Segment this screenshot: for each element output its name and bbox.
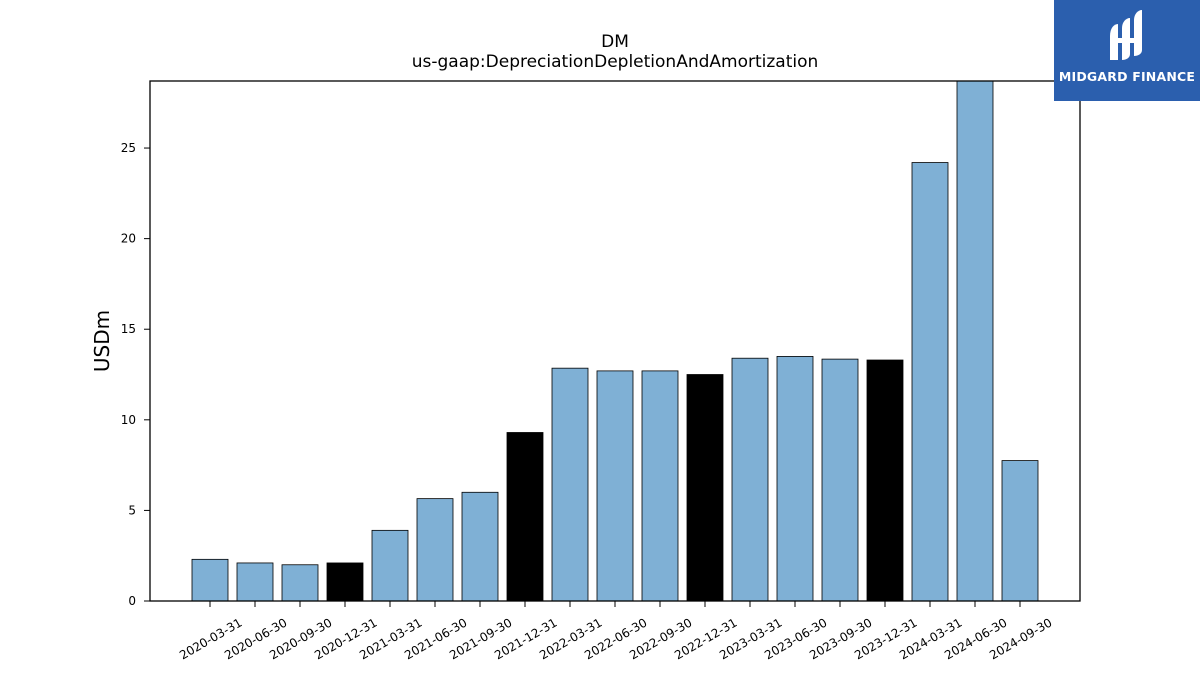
bar-2022-03-31 — [551, 367, 589, 602]
bar-2022-06-30 — [596, 370, 634, 602]
logo-text: MIDGARD FINANCE — [1058, 69, 1196, 84]
y-tick-label: 5 — [128, 503, 136, 517]
bar-2023-06-30 — [776, 356, 814, 602]
bar-2023-09-30 — [821, 358, 859, 602]
x-axis-ticks: 2020-03-312020-06-302020-09-302020-12-31… — [177, 601, 1055, 662]
bar-2020-09-30 — [281, 564, 319, 602]
bar-2023-03-31 — [731, 357, 769, 602]
y-tick-label: 20 — [121, 232, 136, 246]
bar-2023-12-31 — [866, 359, 904, 602]
chart-subtitle: us-gaap:DepreciationDepletionAndAmortiza… — [411, 52, 819, 72]
chart-title: DM — [601, 32, 629, 52]
bar-2020-03-31 — [191, 558, 229, 602]
y-tick-label: 0 — [128, 594, 136, 608]
logo-mark-icon — [1110, 10, 1142, 60]
bar-2021-06-30 — [416, 498, 454, 602]
y-axis-label: USDm — [90, 309, 114, 373]
bar-2022-12-31 — [686, 374, 724, 602]
bar-2024-09-30 — [1001, 460, 1039, 602]
bar-2024-06-30 — [956, 80, 994, 602]
bar-2021-03-31 — [371, 529, 409, 602]
y-tick-label: 10 — [121, 413, 136, 427]
bar-2021-12-31 — [506, 432, 544, 602]
bar-2020-06-30 — [236, 562, 274, 602]
midgard-finance-logo: MIDGARD FINANCE — [1054, 0, 1200, 101]
y-tick-label: 15 — [121, 322, 136, 336]
y-tick-label: 25 — [121, 141, 136, 155]
bar-2024-03-31 — [911, 162, 949, 602]
bar-2020-12-31 — [326, 562, 364, 602]
plot-frame — [149, 80, 1081, 602]
y-axis-ticks: 0 5 10 15 20 25 — [121, 141, 150, 608]
bar-2022-09-30 — [641, 370, 679, 602]
bars-group — [191, 80, 1039, 602]
bar-2021-09-30 — [461, 491, 499, 602]
